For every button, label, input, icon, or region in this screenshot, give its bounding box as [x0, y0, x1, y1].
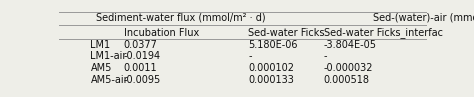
Text: -0.0194: -0.0194: [124, 51, 161, 61]
Text: -0.0095: -0.0095: [124, 75, 161, 85]
Text: 0.000133: 0.000133: [248, 75, 294, 85]
Text: -0.000032: -0.000032: [324, 63, 373, 73]
Text: -: -: [324, 51, 327, 61]
Text: 0.000102: 0.000102: [248, 63, 294, 73]
Text: 0.0011: 0.0011: [124, 63, 157, 73]
Text: Sediment-water flux (mmol/m² · d): Sediment-water flux (mmol/m² · d): [96, 13, 265, 23]
Text: Sed-water Ficks_interfac: Sed-water Ficks_interfac: [324, 27, 443, 38]
Text: Sed-(water)-air (mmol/m: Sed-(water)-air (mmol/m: [374, 13, 474, 23]
Text: 0.0377: 0.0377: [124, 39, 157, 49]
Text: LM1: LM1: [91, 39, 110, 49]
Text: AM5-air: AM5-air: [91, 75, 128, 85]
Text: AM5: AM5: [91, 63, 112, 73]
Text: 5.180E-06: 5.180E-06: [248, 39, 298, 49]
Text: Sed-water Ficks: Sed-water Ficks: [248, 28, 325, 38]
Text: -: -: [248, 51, 252, 61]
Text: -3.804E-05: -3.804E-05: [324, 39, 377, 49]
Text: 0.000518: 0.000518: [324, 75, 370, 85]
Text: LM1-air: LM1-air: [91, 51, 127, 61]
Text: Incubation Flux: Incubation Flux: [124, 28, 199, 38]
